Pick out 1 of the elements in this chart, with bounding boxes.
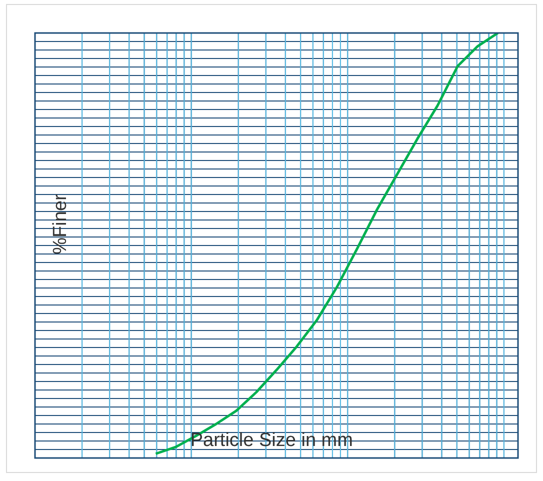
y-axis-title: %Finer: [50, 193, 71, 254]
